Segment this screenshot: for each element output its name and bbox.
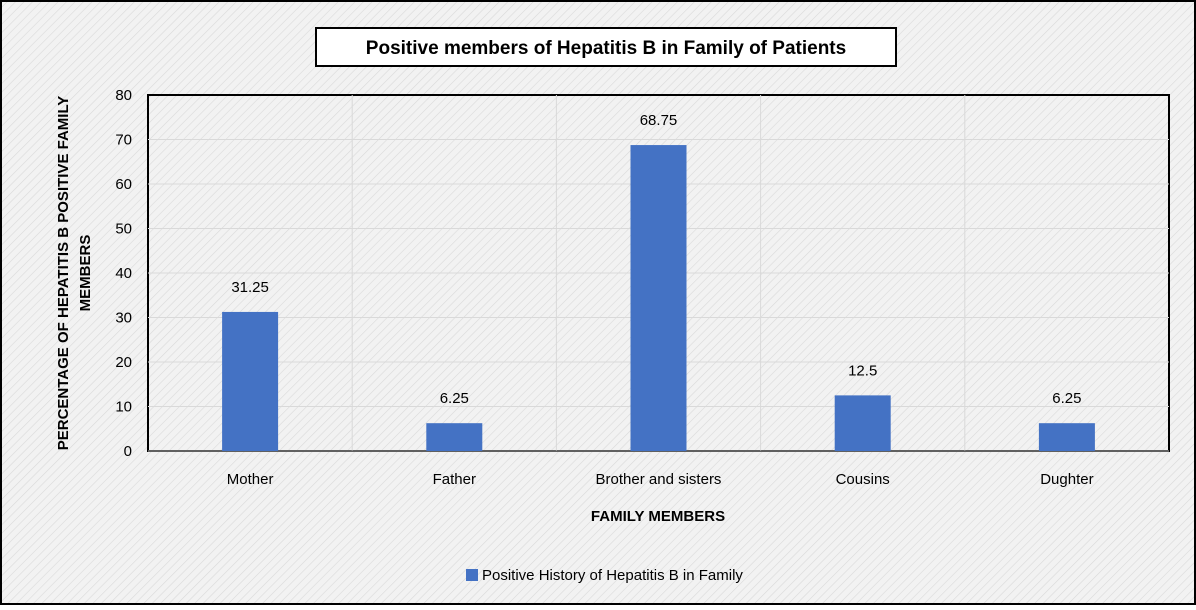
chart-title: Positive members of Hepatitis B in Famil… [366,38,846,59]
bar [834,395,891,451]
bar-value-label: 6.25 [1052,390,1081,407]
y-tick-label: 60 [115,176,132,193]
y-tick-label: 20 [115,354,132,371]
bar [222,311,279,451]
y-tick-label: 80 [115,87,132,104]
x-tick-label: Father [433,471,476,488]
y-tick-label: 30 [115,310,132,327]
y-tick-label: 0 [124,443,132,460]
x-axis-ticks: Mother Father Brother and sisters Cousins Du… [227,471,1094,488]
bar-value-label: 31.25 [231,279,269,296]
y-tick-label: 10 [115,399,132,416]
bar [426,423,483,451]
y-axis-ticks: 0 10 20 30 40 50 60 70 80 [115,87,132,460]
legend-swatch [466,569,478,581]
x-tick-label: Dughter [1040,471,1093,488]
bar-value-label: 12.5 [848,362,877,379]
bar-value-label: 6.25 [440,390,469,407]
y-tick-label: 50 [115,221,132,238]
y-tick-label: 40 [115,265,132,282]
x-tick-label: Brother and sisters [596,471,722,488]
x-axis-title: FAMILY MEMBERS [591,508,725,525]
bar [630,145,687,451]
legend-label: Positive History of Hepatitis B in Famil… [482,567,743,584]
y-tick-label: 70 [115,132,132,149]
chart-title-box [315,27,897,67]
x-tick-label: Mother [227,471,274,488]
y-axis-title-line-2: MEMBERS [77,235,94,312]
bars [222,145,1095,451]
bar-value-label: 68.75 [640,112,678,129]
bar [1038,423,1095,451]
x-tick-label: Cousins [836,471,890,488]
y-axis-title-line-1: PERCENTAGE OF HEPATITIS B POSITIVE FAMIL… [55,96,72,451]
data-labels: 31.25 6.25 68.75 12.5 6.25 [231,112,1081,407]
